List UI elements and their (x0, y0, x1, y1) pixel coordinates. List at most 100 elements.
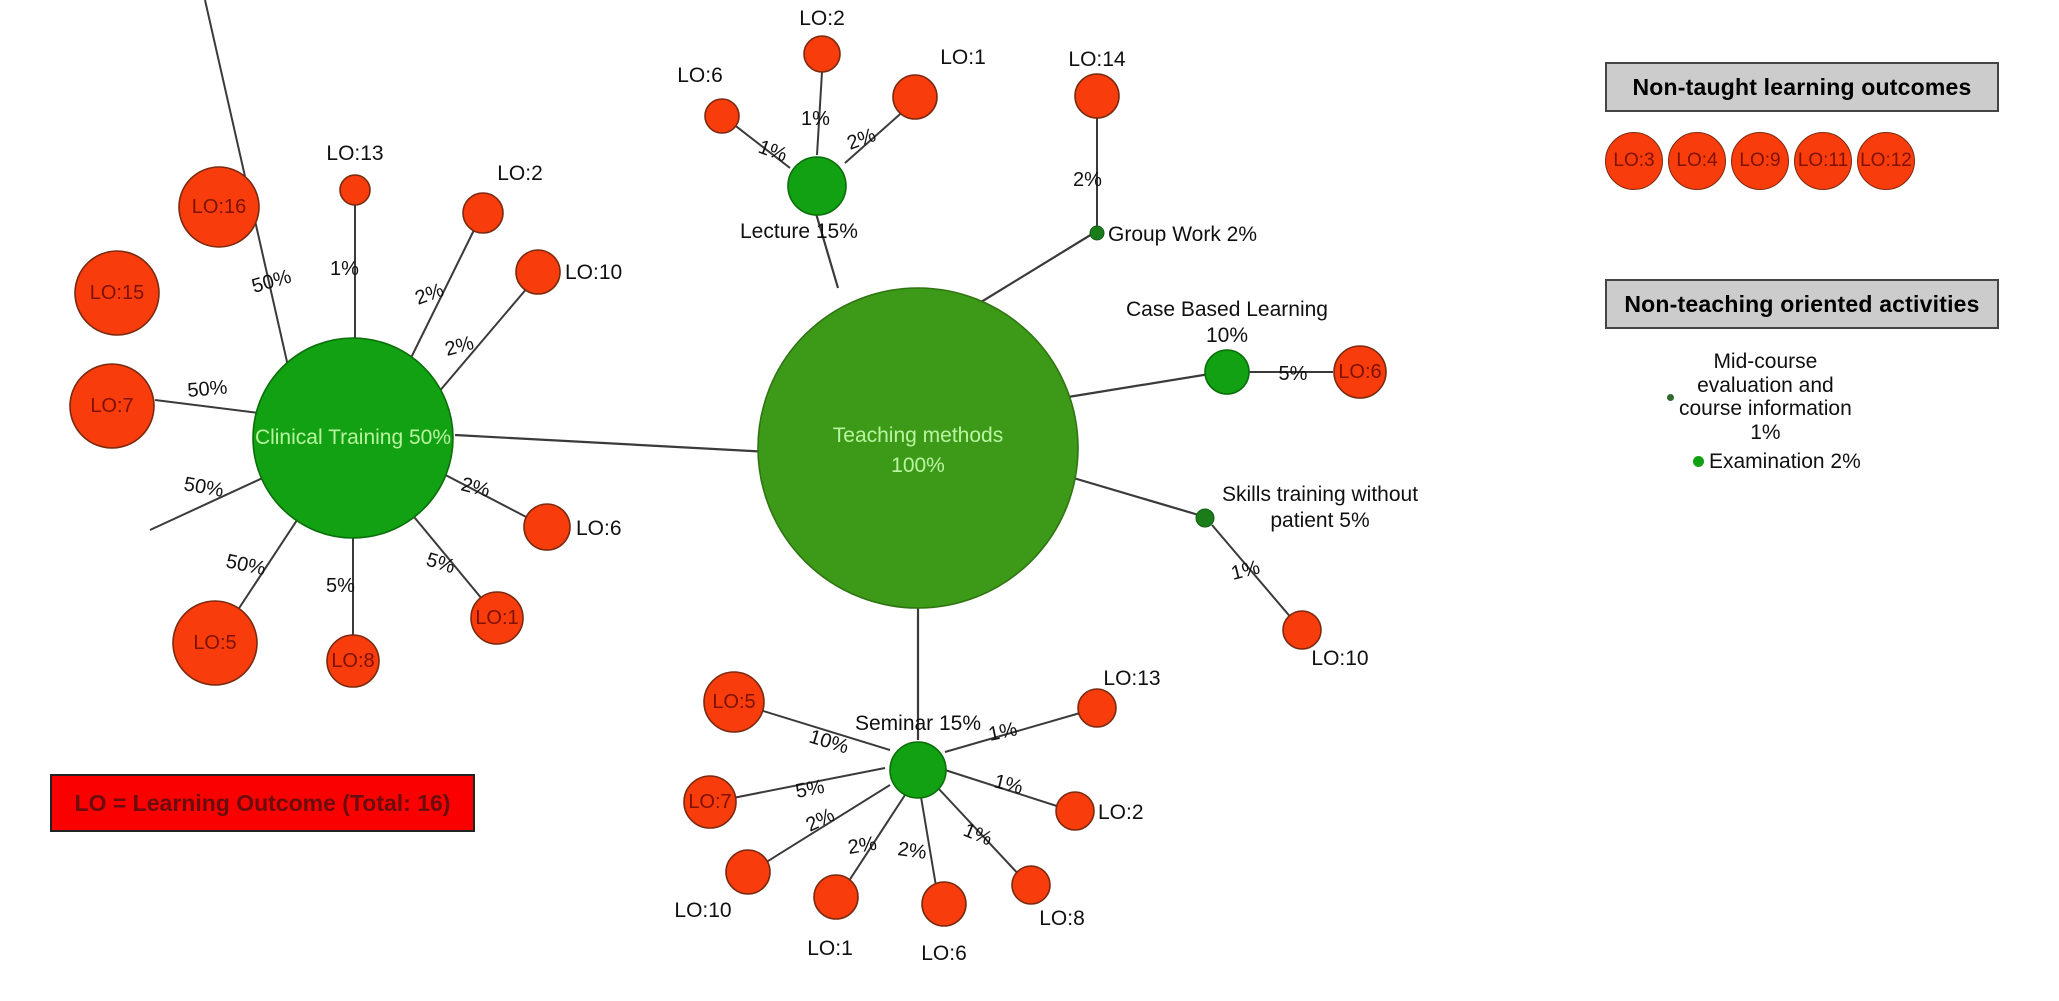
non-taught-lo-item[interactable]: LO:9 (1731, 132, 1789, 190)
lo-label-lec-1: LO:1 (940, 46, 986, 69)
edge-sem-lo13 (944, 710, 1088, 753)
lo-label-gw-14: LO:14 (1068, 48, 1126, 71)
lo-node-sem-8[interactable] (1011, 865, 1051, 905)
pct-lec-2: 1% (801, 108, 830, 130)
edge-lec-lo6 (727, 119, 791, 169)
lo-node-lec-2[interactable] (803, 35, 841, 73)
pct-sem-6: 2% (896, 838, 928, 864)
non-taught-lo-item[interactable]: LO:11 (1794, 132, 1852, 190)
edge-skills-lo10 (1211, 524, 1294, 621)
pct-sem-8: 1% (960, 819, 995, 850)
pct-ct-6: 2% (459, 474, 493, 502)
node-lecture[interactable] (787, 156, 847, 216)
lo-node-ct-16[interactable] (178, 166, 260, 248)
edge-ct-lo5 (227, 507, 306, 626)
pct-sem-2: 1% (992, 771, 1026, 799)
edge-ct-lo2 (404, 227, 476, 371)
lo-label-sem-6: LO:6 (921, 942, 967, 965)
edge-lec-lo1 (844, 107, 908, 164)
lo-label-sem-7: LO:7 (688, 791, 731, 813)
node-group-work[interactable] (1089, 225, 1105, 241)
case-based-learning-label-line2: 10% (1206, 324, 1248, 347)
non-teaching-activity-label: Mid-course evaluation and course informa… (1679, 350, 1852, 445)
lo-label-sem-13: LO:13 (1103, 667, 1160, 690)
non-taught-lo-item[interactable]: LO:4 (1668, 132, 1726, 190)
lo-node-ct-5[interactable] (172, 600, 258, 686)
pct-ct-10: 2% (443, 332, 477, 361)
lo-node-ct-6[interactable] (523, 503, 571, 551)
edge-root-lecture (813, 209, 840, 289)
method-nodes-layer (252, 156, 1250, 799)
lo-node-cbl-6[interactable] (1333, 345, 1387, 399)
non-taught-lo-list: LO:3 LO:4 LO:9 LO:11 LO:12 (1605, 130, 1999, 192)
node-clinical-training[interactable] (252, 337, 454, 539)
lo-label-sem-5: LO:5 (712, 691, 755, 713)
non-teaching-activity-item[interactable]: Mid-course evaluation and course informa… (1667, 350, 1987, 445)
lo-label-ct-16: LO:16 (192, 196, 246, 218)
lo-node-sem-1[interactable] (813, 874, 859, 920)
edge-sem-lo2 (944, 769, 1064, 809)
pct-lec-1: 2% (844, 124, 879, 155)
pct-ct-15: 50% (187, 377, 229, 402)
pct-sem-1: 2% (846, 833, 878, 859)
lo-node-ct-2[interactable] (462, 192, 504, 234)
skills-training-label-line1: Skills training without (1222, 483, 1418, 506)
node-teaching-methods[interactable] (757, 287, 1079, 609)
node-skills-training[interactable] (1195, 508, 1215, 528)
labels-layer: Teaching methods 100% Clinical Training … (90, 7, 1418, 965)
lo-label-sem-8: LO:8 (1039, 907, 1085, 930)
edge-sem-lo6 (920, 796, 939, 899)
node-case-based-learning[interactable] (1204, 349, 1250, 395)
lo-node-lec-6[interactable] (704, 98, 740, 134)
lo-node-sem-2[interactable] (1055, 791, 1095, 831)
non-taught-lo-item[interactable]: LO:3 (1605, 132, 1663, 190)
clinical-training-label: Clinical Training 50% (255, 426, 451, 449)
non-taught-lo-item[interactable]: LO:12 (1857, 132, 1915, 190)
lo-node-skills-10[interactable] (1282, 610, 1322, 650)
lo-node-gw-14[interactable] (1074, 73, 1120, 119)
lo-label-ct-1: LO:1 (475, 607, 518, 629)
lo-node-ct-1[interactable] (470, 591, 524, 645)
edge-sem-lo5 (759, 709, 891, 751)
pct-ct-13: 1% (330, 258, 359, 280)
edge-lec-lo2 (816, 71, 823, 156)
lo-label-sem-2: LO:2 (1098, 801, 1144, 824)
pct-ct-8: 5% (326, 575, 355, 597)
lo-node-ct-13[interactable] (339, 174, 371, 206)
lo-node-ct-8[interactable] (326, 634, 380, 688)
edge-root-cbl (1061, 370, 1223, 400)
lo-node-sem-10[interactable] (725, 849, 771, 895)
non-teaching-activity-item[interactable]: Examination 2% (1693, 450, 1861, 474)
edge-ct-lo7 (149, 469, 281, 531)
lo-node-sem-13[interactable] (1077, 688, 1117, 728)
lo-label-ct-6: LO:6 (576, 517, 622, 540)
non-teaching-activity-list: Mid-course evaluation and course informa… (1605, 350, 1999, 473)
lo-node-sem-6[interactable] (921, 881, 967, 927)
lo-label-sem-10: LO:10 (674, 899, 731, 922)
lo-label-skills-10: LO:10 (1311, 647, 1368, 670)
lo-node-lec-1[interactable] (892, 74, 938, 120)
lo-node-ct-15[interactable] (74, 250, 160, 336)
non-teaching-activity-label: Examination 2% (1709, 450, 1861, 473)
lo-node-sem-7[interactable] (683, 775, 737, 829)
lo-label-ct-5: LO:5 (193, 632, 236, 654)
lecture-label: Lecture 15% (740, 220, 858, 243)
edge-sem-lo1 (842, 794, 906, 891)
edge-sem-lo8 (937, 787, 1023, 879)
pct-ct-7: 50% (182, 473, 225, 502)
skills-training-label-line2: patient 5% (1270, 509, 1369, 532)
lo-node-sem-5[interactable] (703, 671, 765, 733)
lo-label-cbl-6: LO:6 (1338, 361, 1381, 383)
node-seminar[interactable] (889, 741, 947, 799)
lo-node-ct-7[interactable] (69, 363, 155, 449)
edge-sem-lo10 (759, 784, 891, 867)
lo-label-ct-13: LO:13 (326, 142, 383, 165)
edge-root-skills (1059, 472, 1203, 518)
root-label-name: Teaching methods (833, 424, 1003, 447)
pct-skills-10: 1% (1229, 556, 1263, 584)
lo-label-lec-6: LO:6 (677, 64, 723, 87)
lo-node-ct-10[interactable] (515, 249, 561, 295)
pct-sem-10: 2% (803, 804, 839, 837)
lo-label-lec-2: LO:2 (799, 7, 845, 30)
